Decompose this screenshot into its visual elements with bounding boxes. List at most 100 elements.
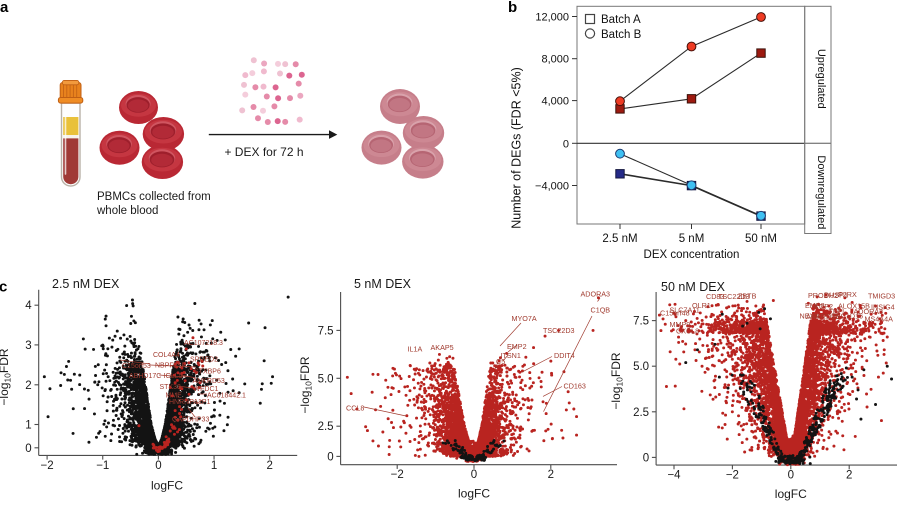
svg-text:1: 1 bbox=[25, 420, 31, 432]
svg-text:0: 0 bbox=[25, 443, 31, 455]
svg-text:CXCL8: CXCL8 bbox=[676, 327, 699, 336]
svg-text:STXBP6: STXBP6 bbox=[194, 369, 221, 376]
svg-text:5.0: 5.0 bbox=[633, 361, 649, 373]
svg-text:logFC: logFC bbox=[458, 487, 490, 501]
svg-text:c: c bbox=[0, 279, 7, 296]
svg-text:PBMCs collected from: PBMCs collected from bbox=[97, 191, 211, 203]
svg-text:+ DEX for 72 h: + DEX for 72 h bbox=[224, 145, 303, 159]
svg-text:CD83: CD83 bbox=[706, 292, 724, 301]
svg-text:TMIGD3: TMIGD3 bbox=[868, 292, 895, 301]
svg-text:C1QB: C1QB bbox=[591, 306, 611, 315]
svg-text:HNRNPA1P1: HNRNPA1P1 bbox=[169, 399, 211, 406]
svg-text:CD163: CD163 bbox=[564, 382, 586, 391]
svg-text:LCP2: LCP2 bbox=[815, 302, 833, 311]
svg-text:2: 2 bbox=[25, 380, 31, 392]
svg-text:0: 0 bbox=[471, 469, 477, 481]
svg-text:TFPI: TFPI bbox=[829, 307, 845, 316]
svg-text:−log10FDR: −log10FDR bbox=[0, 348, 13, 405]
svg-text:MS4A4A: MS4A4A bbox=[865, 315, 894, 324]
svg-text:ANKRD55: ANKRD55 bbox=[806, 312, 839, 321]
svg-text:2.5: 2.5 bbox=[633, 407, 649, 419]
svg-text:OLR1: OLR1 bbox=[692, 301, 711, 310]
svg-text:Batch A: Batch A bbox=[601, 14, 641, 26]
svg-text:8,000: 8,000 bbox=[541, 54, 569, 66]
svg-text:logFC: logFC bbox=[151, 479, 183, 493]
svg-text:MMP9: MMP9 bbox=[670, 320, 691, 329]
svg-text:DDIT4: DDIT4 bbox=[554, 351, 575, 360]
svg-text:DUSP1: DUSP1 bbox=[824, 291, 848, 300]
svg-text:C15orf53: C15orf53 bbox=[122, 363, 151, 370]
svg-text:MME: MME bbox=[166, 393, 183, 400]
svg-text:−log10FDR: −log10FDR bbox=[609, 352, 625, 409]
svg-text:ALOX15B: ALOX15B bbox=[838, 302, 870, 311]
svg-text:0: 0 bbox=[327, 451, 333, 463]
svg-text:0: 0 bbox=[788, 470, 794, 482]
svg-text:C15orf48: C15orf48 bbox=[660, 309, 690, 318]
svg-text:2: 2 bbox=[846, 470, 852, 482]
svg-text:NBPF25P: NBPF25P bbox=[155, 363, 186, 370]
svg-text:−log10FDR: −log10FDR bbox=[298, 356, 314, 413]
svg-text:7.5: 7.5 bbox=[633, 316, 649, 328]
svg-text:AC018442.1: AC018442.1 bbox=[207, 393, 246, 400]
svg-text:7.5: 7.5 bbox=[318, 325, 334, 337]
svg-text:ITSN1: ITSN1 bbox=[501, 351, 521, 360]
svg-text:50 nM: 50 nM bbox=[745, 233, 777, 245]
svg-text:2: 2 bbox=[548, 469, 554, 481]
svg-text:COL4A4: COL4A4 bbox=[153, 352, 180, 359]
svg-text:IL1A: IL1A bbox=[408, 345, 423, 354]
svg-text:AC107218.3: AC107218.3 bbox=[184, 340, 223, 347]
svg-text:ZBTB: ZBTB bbox=[738, 292, 757, 301]
svg-text:5.0: 5.0 bbox=[318, 373, 334, 385]
svg-text:Downregulated: Downregulated bbox=[815, 155, 827, 229]
svg-text:IGLL5: IGLL5 bbox=[164, 373, 183, 380]
svg-text:Batch B: Batch B bbox=[601, 29, 642, 41]
svg-text:ANKRD53: ANKRD53 bbox=[193, 378, 225, 385]
svg-text:P2RX: P2RX bbox=[838, 290, 857, 299]
svg-text:DEX concentration: DEX concentration bbox=[644, 249, 740, 261]
svg-text:ABHD17C: ABHD17C bbox=[129, 373, 161, 380]
svg-text:2: 2 bbox=[266, 460, 272, 472]
svg-text:ADORA3: ADORA3 bbox=[854, 307, 884, 316]
svg-text:5 nM: 5 nM bbox=[679, 233, 705, 245]
svg-text:12,000: 12,000 bbox=[535, 12, 569, 24]
svg-text:MYO7A: MYO7A bbox=[512, 314, 537, 323]
svg-text:INSIG4: INSIG4 bbox=[871, 303, 895, 312]
svg-text:−2: −2 bbox=[726, 470, 739, 482]
svg-text:b: b bbox=[508, 0, 517, 16]
svg-text:2.5: 2.5 bbox=[318, 421, 334, 433]
svg-text:TBC1D16: TBC1D16 bbox=[832, 312, 864, 321]
svg-text:2.5 nM: 2.5 nM bbox=[602, 233, 637, 245]
svg-text:0: 0 bbox=[643, 452, 649, 464]
svg-text:0: 0 bbox=[155, 460, 161, 472]
svg-text:−4: −4 bbox=[667, 470, 681, 482]
svg-text:0: 0 bbox=[563, 138, 569, 150]
svg-text:NEXN: NEXN bbox=[800, 312, 820, 321]
svg-text:50 nM DEX: 50 nM DEX bbox=[661, 280, 726, 294]
svg-text:5 nM DEX: 5 nM DEX bbox=[354, 277, 412, 291]
svg-text:EMP8: EMP8 bbox=[805, 301, 825, 310]
svg-text:Number of DEGs (FDR <5%): Number of DEGs (FDR <5%) bbox=[510, 67, 524, 229]
svg-text:ADORA3: ADORA3 bbox=[581, 290, 611, 299]
svg-text:PRODH2: PRODH2 bbox=[808, 291, 838, 300]
svg-text:4,000: 4,000 bbox=[541, 96, 569, 108]
svg-text:STK33: STK33 bbox=[160, 384, 182, 391]
svg-text:−2: −2 bbox=[41, 460, 54, 472]
svg-text:EMP2: EMP2 bbox=[507, 342, 527, 351]
svg-text:CCL8: CCL8 bbox=[346, 404, 364, 413]
svg-text:WFDC1: WFDC1 bbox=[194, 386, 219, 393]
svg-text:2.5 nM DEX: 2.5 nM DEX bbox=[52, 277, 120, 291]
svg-text:TSC22D3: TSC22D3 bbox=[543, 326, 575, 335]
svg-text:C5: C5 bbox=[496, 357, 505, 366]
svg-text:−1: −1 bbox=[96, 460, 109, 472]
svg-text:−4,000: −4,000 bbox=[535, 181, 569, 193]
svg-text:3: 3 bbox=[25, 340, 31, 352]
svg-text:1: 1 bbox=[211, 460, 217, 472]
svg-text:logFC: logFC bbox=[775, 487, 807, 501]
svg-text:Upregulated: Upregulated bbox=[815, 49, 827, 109]
svg-text:SPRED2: SPRED2 bbox=[190, 357, 218, 364]
svg-text:a: a bbox=[0, 0, 9, 16]
svg-text:4: 4 bbox=[25, 300, 32, 312]
svg-text:GAPDHP33: GAPDHP33 bbox=[172, 417, 209, 424]
svg-text:whole blood: whole blood bbox=[96, 205, 158, 217]
svg-text:−2: −2 bbox=[391, 469, 404, 481]
